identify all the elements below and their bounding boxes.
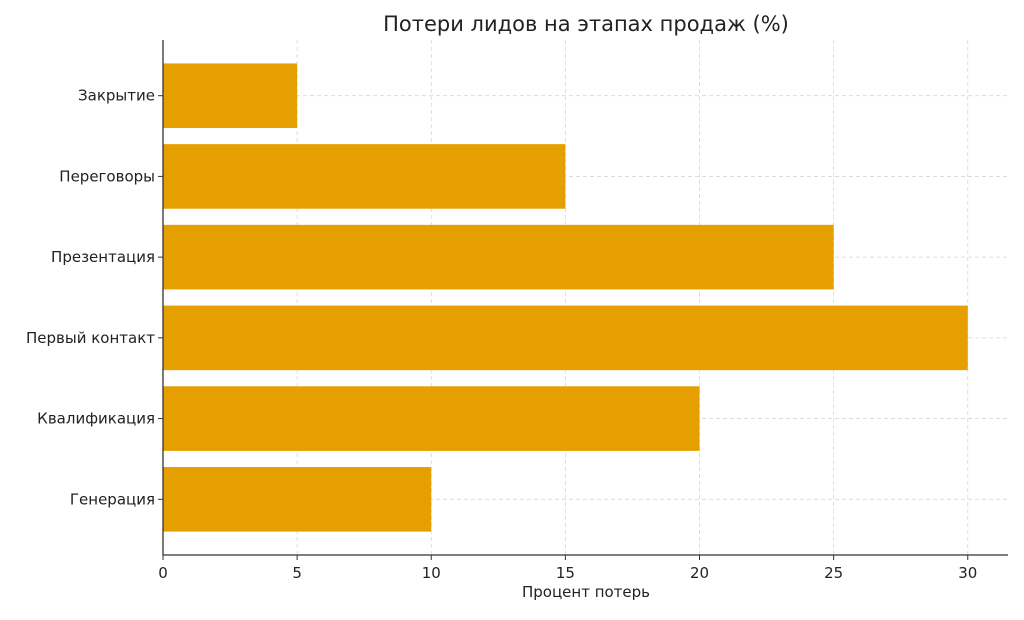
x-tick-label: 20 [690, 564, 709, 582]
y-tick-label: Квалификация [37, 410, 155, 428]
x-tick-label: 5 [292, 564, 302, 582]
bar-1 [163, 386, 700, 451]
x-tick-label: 25 [824, 564, 843, 582]
bar-0 [163, 467, 432, 532]
y-tick-label: Первый контакт [26, 329, 155, 347]
bar-4 [163, 144, 566, 209]
x-tick-label: 15 [556, 564, 575, 582]
bar-5 [163, 63, 298, 128]
y-tick-label: Генерация [70, 490, 155, 508]
y-tick-label: Переговоры [59, 167, 155, 185]
x-tick-label: 30 [958, 564, 977, 582]
x-tick-label: 10 [422, 564, 441, 582]
bar-2 [163, 305, 968, 371]
bar-3 [163, 224, 834, 290]
y-tick-label: Закрытие [78, 87, 155, 105]
chart-title: Потери лидов на этапах продаж (%) [383, 12, 789, 36]
x-axis-label: Процент потерь [522, 583, 650, 601]
x-tick-label: 0 [158, 564, 168, 582]
y-tick-label: Презентация [51, 248, 155, 266]
